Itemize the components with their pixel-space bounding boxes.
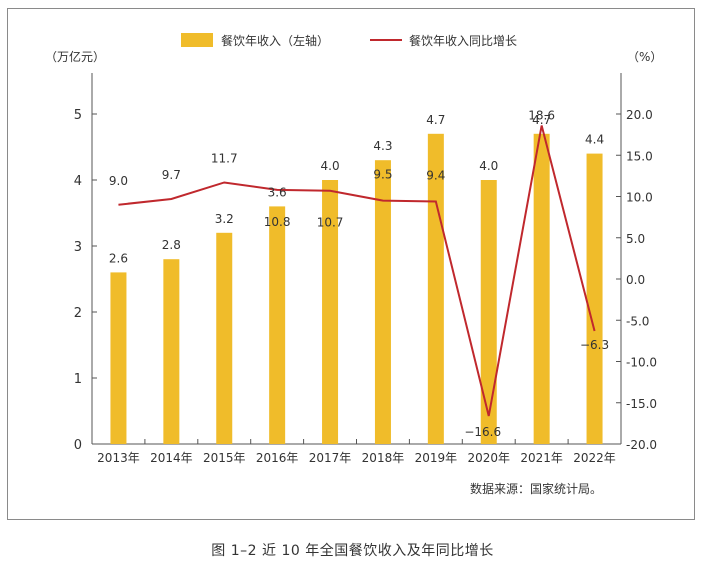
x-tick-label: 2021年: [520, 451, 563, 465]
bar-data-label: 4.7: [426, 113, 445, 127]
right-tick-label: 15.0: [626, 149, 653, 163]
line-data-label: 9.7: [162, 168, 181, 182]
bar-data-label: 3.6: [268, 185, 287, 199]
line-data-label: 10.7: [317, 216, 344, 230]
line-data-label: 9.4: [426, 168, 445, 182]
x-tick-label: 2013年: [97, 451, 140, 465]
bar-data-label: 4.7: [532, 113, 551, 127]
bar-revenue: [163, 259, 180, 444]
legend-bar-label: 餐饮年收入（左轴）: [221, 33, 329, 48]
right-tick-label: -5.0: [626, 314, 649, 328]
bar-data-label: 4.4: [585, 133, 604, 147]
line-data-label: −16.6: [464, 425, 501, 439]
left-tick-label: 3: [74, 240, 82, 255]
x-tick-label: 2020年: [467, 451, 510, 465]
bar-revenue: [427, 133, 444, 445]
right-tick-label: -20.0: [626, 438, 657, 452]
source-note: 数据来源：国家统计局。: [470, 482, 603, 496]
bar-data-label: 4.0: [479, 159, 498, 173]
x-tick-label: 2018年: [362, 451, 405, 465]
bar-revenue: [269, 206, 286, 444]
x-tick-label: 2015年: [203, 451, 246, 465]
x-tick-label: 2017年: [309, 451, 352, 465]
bar-data-label: 4.0: [321, 159, 340, 173]
chart-svg: 0 1 2 3 4 5 -20.0 -15.0 -10.0 -5.0 0.0 5.0 10.0 15.0 2…: [45, 33, 662, 465]
left-tick-label: 5: [74, 108, 82, 123]
bar-revenue: [110, 272, 127, 444]
line-data-label: −6.3: [580, 338, 609, 352]
x-tick-label: 2016年: [256, 451, 299, 465]
right-tick-label: 5.0: [626, 232, 645, 246]
x-tick-label: 2022年: [573, 451, 616, 465]
right-axis-label: （%）: [627, 50, 662, 64]
right-tick-label: -10.0: [626, 356, 657, 370]
right-tick-label: 20.0: [626, 108, 653, 122]
growth-line: [118, 125, 596, 417]
legend-line-label: 餐饮年收入同比增长: [409, 33, 517, 48]
bar-revenue: [322, 180, 339, 444]
bar-data-label: 2.6: [109, 251, 128, 265]
x-tick-label: 2019年: [415, 451, 458, 465]
bar-data-label: 4.3: [373, 139, 392, 153]
bar-revenue: [216, 232, 233, 444]
line-data-label: 18.6: [528, 109, 555, 123]
line-data-label: 10.8: [264, 215, 291, 229]
left-tick-label: 0: [74, 438, 82, 453]
right-tick-label: 10.0: [626, 191, 653, 205]
bar-revenue: [586, 153, 603, 444]
left-tick-label: 4: [74, 174, 82, 189]
left-tick-label: 1: [74, 372, 82, 387]
right-tick-label: 0.0: [626, 273, 645, 287]
line-data-label: 11.7: [211, 151, 238, 165]
legend-bar-swatch: [181, 33, 213, 47]
figure-caption: 图 1–2 近 10 年全国餐饮收入及年同比增长: [211, 543, 494, 559]
bar-data-label: 2.8: [162, 238, 181, 252]
left-axis-label: （万亿元）: [45, 49, 105, 64]
bar-revenue: [480, 180, 497, 444]
bar-revenue: [533, 133, 550, 445]
left-tick-label: 2: [74, 306, 82, 321]
x-tick-label: 2014年: [150, 451, 193, 465]
line-data-label: 9.0: [109, 174, 128, 188]
line-data-label: 9.5: [373, 168, 392, 182]
bar-revenue: [374, 160, 391, 444]
bar-data-label: 3.2: [215, 212, 234, 226]
right-tick-label: -15.0: [626, 397, 657, 411]
chart-frame: [7, 8, 695, 520]
